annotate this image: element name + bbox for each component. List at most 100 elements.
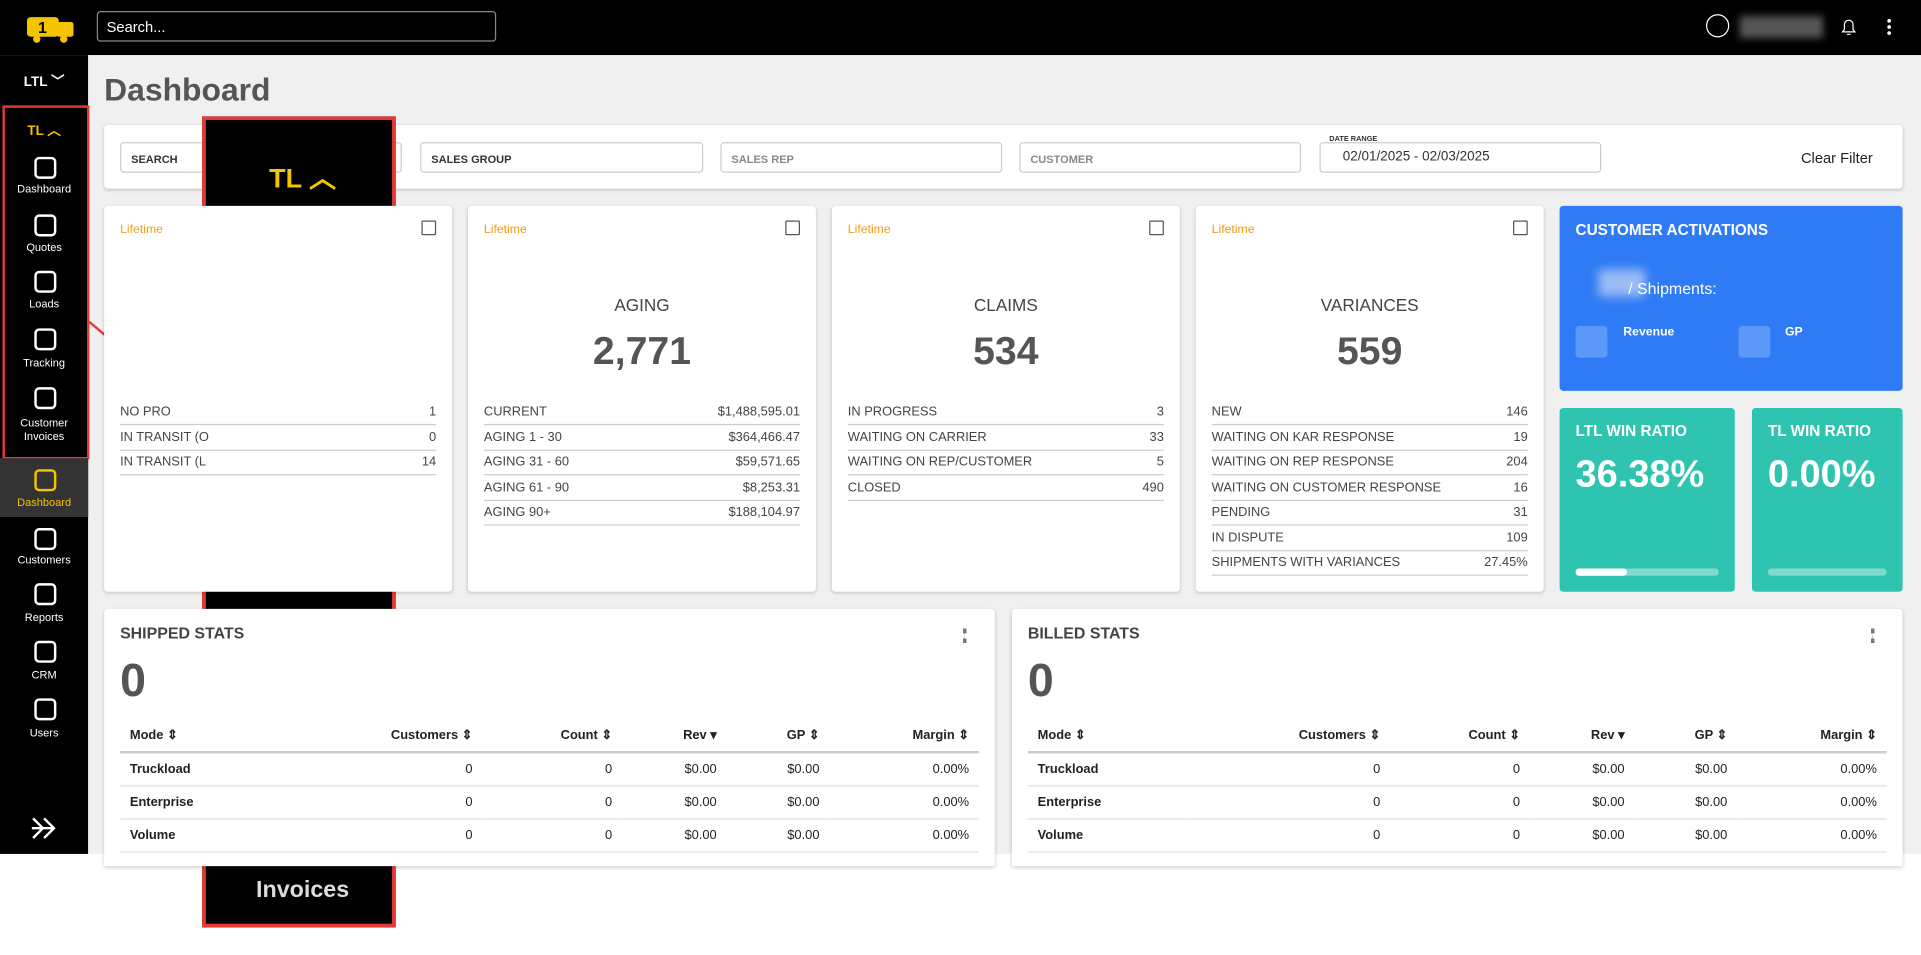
column-header[interactable]: Customers ⇕	[283, 719, 483, 754]
column-header[interactable]: Margin ⇕	[829, 719, 979, 754]
shipments-label: / Shipments:	[1628, 279, 1717, 298]
nav-item[interactable]: Customers	[17, 553, 71, 567]
nav-icon	[34, 469, 57, 492]
kebab-menu[interactable]	[1870, 628, 1878, 644]
card-tag: Lifetime	[120, 222, 163, 237]
cell: 0	[1191, 785, 1391, 820]
row-value: 146	[1501, 404, 1528, 419]
nav-icon	[34, 270, 57, 293]
mode-tl[interactable]: TL ︿	[27, 123, 61, 139]
card-title: CLAIMS	[973, 295, 1038, 315]
bell-icon[interactable]	[1840, 17, 1857, 37]
row-label: WAITING ON REP/CUSTOMER	[847, 454, 1038, 470]
clear-filter-button[interactable]: Clear Filter	[1800, 149, 1873, 167]
search-input[interactable]: Search...	[96, 11, 497, 42]
row-label: NEW	[1211, 404, 1247, 419]
row-label: CURRENT	[483, 404, 552, 419]
open-link-icon[interactable]	[785, 220, 801, 236]
row-label: PENDING	[1211, 504, 1276, 520]
nav-icon	[34, 698, 57, 721]
nav-item[interactable]: Loads	[29, 297, 60, 310]
date-range-input[interactable]: 02/01/2025 - 02/03/2025	[1319, 142, 1602, 173]
user-icon[interactable]	[1705, 13, 1730, 38]
column-header[interactable]: Margin ⇕	[1737, 719, 1887, 754]
column-header[interactable]: Count ⇕	[482, 719, 622, 754]
row-value: 19	[1508, 429, 1528, 445]
open-link-icon[interactable]	[1149, 220, 1164, 236]
search-placeholder: Search...	[106, 18, 166, 36]
expand-icon[interactable]	[29, 813, 61, 842]
cell: $0.00	[1634, 752, 1738, 787]
stats-card: SHIPPED STATS 0 Mode ⇕ Customers ⇕ Count ⇕ Re…	[104, 608, 995, 867]
row-label: WAITING ON CUSTOMER RESPONSE	[1211, 479, 1446, 495]
nav-item[interactable]: Dashboard	[17, 496, 72, 509]
sales-rep-select[interactable]: SALES REP	[720, 142, 1003, 173]
stats-table: Mode ⇕ Customers ⇕ Count ⇕ Rev ▾ GP ⇕ Margin …	[1027, 719, 1887, 853]
stat-row: AGING 61 - 90 $8,253.31	[483, 479, 801, 501]
revenue-icon	[1575, 325, 1608, 358]
row-label: WAITING ON KAR RESPONSE	[1211, 429, 1400, 445]
column-header[interactable]: Count ⇕	[1390, 719, 1530, 754]
row-label: WAITING ON CARRIER	[847, 429, 992, 445]
open-link-icon[interactable]	[421, 220, 437, 236]
row-value: $59,571.65	[730, 454, 801, 470]
menu-icon[interactable]	[1884, 17, 1894, 37]
nav-item[interactable]: CRM	[31, 668, 57, 682]
stat-row: PENDING 31	[1211, 504, 1528, 526]
stats-total: 0	[1027, 655, 1054, 707]
cell: $0.00	[621, 785, 727, 820]
column-header[interactable]: Rev ▾	[1529, 719, 1635, 754]
row-label: SHIPMENTS WITH VARIANCES	[1211, 554, 1406, 570]
nav-item[interactable]: Users	[29, 726, 59, 739]
progress-track	[1767, 568, 1887, 576]
card-value: 2,771	[592, 328, 692, 373]
win-value: 0.00%	[1767, 452, 1876, 495]
nav-item[interactable]: Dashboard	[17, 182, 72, 195]
stat-row: WAITING ON CARRIER 33	[847, 429, 1164, 451]
cell: 0.00%	[829, 752, 979, 787]
stat-row: SHIPMENTS WITH VARIANCES 27.45%	[1211, 554, 1528, 576]
summary-card: Lifetime NO PRO 1 IN TRANSIT (O 0 IN TRANSIT …	[104, 205, 453, 592]
nav-item[interactable]: Reports	[24, 611, 64, 624]
sidebar	[0, 55, 89, 854]
column-header[interactable]: Rev ▾	[621, 719, 727, 754]
svg-text:1: 1	[38, 20, 47, 37]
column-header[interactable]: GP ⇕	[1634, 719, 1738, 754]
stat-row: WAITING ON KAR RESPONSE 19	[1211, 429, 1528, 451]
column-header[interactable]: Mode ⇕	[120, 719, 284, 754]
row-value: 0	[424, 429, 437, 445]
nav-item[interactable]: Tracking	[23, 356, 66, 369]
win-value: 36.38%	[1575, 452, 1705, 495]
nav-item[interactable]: Quotes	[26, 241, 62, 254]
stat-row: AGING 1 - 30 $364,466.47	[483, 429, 801, 451]
column-header[interactable]: Customers ⇕	[1191, 719, 1391, 754]
column-header[interactable]: GP ⇕	[726, 719, 830, 754]
row-value: $1,488,595.01	[712, 404, 801, 419]
row-value: 204	[1501, 454, 1528, 470]
user-name-blurred	[1739, 15, 1823, 38]
row-value: 33	[1144, 429, 1164, 445]
row-label: AGING 1 - 30	[483, 429, 567, 445]
open-link-icon[interactable]	[1513, 220, 1528, 236]
cell: Truckload	[120, 752, 284, 787]
stats-total: 0	[120, 655, 146, 707]
column-header[interactable]: Mode ⇕	[1027, 719, 1192, 754]
nav-item[interactable]: Customer Invoices	[20, 416, 68, 443]
stat-row: AGING 90+ $188,104.97	[483, 504, 801, 526]
win-title: LTL WIN RATIO	[1575, 422, 1687, 440]
cell: 0	[283, 818, 483, 853]
cell: $0.00	[1529, 785, 1635, 820]
row-value: 31	[1508, 504, 1528, 520]
customer-select[interactable]: CUSTOMER	[1019, 142, 1302, 173]
mode-ltl[interactable]: LTL ﹀	[23, 74, 65, 90]
cell: Enterprise	[120, 785, 284, 820]
kebab-menu[interactable]	[962, 628, 970, 644]
row-value: 5	[1151, 454, 1164, 470]
cell: $0.00	[726, 752, 830, 787]
sales-group-select[interactable]: SALES GROUP	[420, 142, 704, 173]
card-title: VARIANCES	[1320, 295, 1419, 315]
stat-row: AGING 31 - 60 $59,571.65	[483, 454, 801, 476]
stat-row: WAITING ON REP/CUSTOMER 5	[847, 454, 1164, 476]
row-value: $364,466.47	[723, 429, 801, 445]
